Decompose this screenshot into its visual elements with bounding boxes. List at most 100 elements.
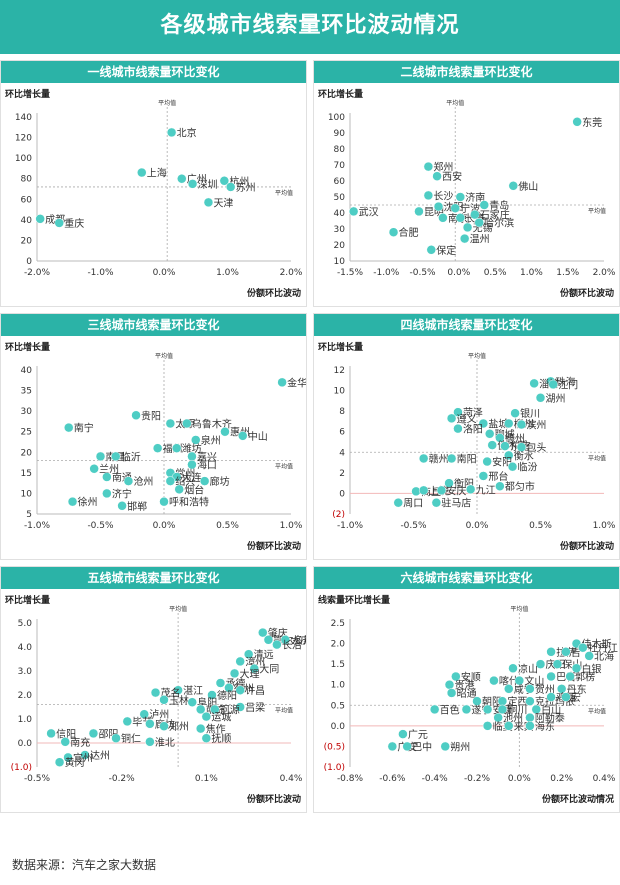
- avg-vertical-label: 平均值: [446, 99, 464, 107]
- data-point: [433, 201, 444, 212]
- data-label: 漳州: [245, 655, 265, 668]
- data-point: [195, 704, 206, 715]
- data-point: [571, 663, 582, 674]
- data-point: [450, 203, 460, 213]
- data-label: 济南: [465, 191, 485, 204]
- data-label: 邢台: [488, 470, 508, 483]
- x-axis-title: 份额环比波动: [247, 287, 301, 299]
- data-point: [122, 716, 133, 727]
- data-point: [487, 440, 497, 450]
- data-point: [423, 161, 434, 172]
- y-tick-label: 5.0: [18, 619, 33, 629]
- data-point: [225, 182, 236, 192]
- x-tick-label: -0.8%: [337, 774, 364, 784]
- data-label: 吕梁: [245, 701, 265, 714]
- data-label: 兰州: [99, 463, 119, 476]
- data-point: [393, 497, 404, 508]
- data-point: [484, 429, 495, 439]
- y-axis-title: 环比增长量: [5, 88, 50, 100]
- y-tick-label: 2: [339, 469, 345, 479]
- data-label: 信阳: [56, 728, 76, 740]
- data-point: [102, 488, 112, 499]
- data-point: [478, 471, 489, 481]
- data-label: 邯郸: [127, 500, 147, 513]
- data-label: 赣州: [429, 452, 449, 465]
- data-point: [159, 496, 169, 507]
- data-point: [203, 197, 214, 208]
- data-label: 石家庄: [480, 209, 510, 222]
- data-point: [171, 443, 182, 453]
- data-label: 南充: [70, 736, 90, 749]
- x-tick-label: 0.4%: [280, 774, 303, 784]
- y-tick-label: 40: [21, 216, 33, 226]
- data-label: 洛阳: [463, 423, 483, 436]
- x-tick-label: 0.5%: [529, 521, 552, 531]
- data-label: 都匀市: [505, 480, 535, 493]
- data-label: 达州: [90, 750, 110, 762]
- x-tick-label: 0.2%: [550, 774, 573, 784]
- data-point: [461, 704, 472, 715]
- x-tick-label: 0.5%: [484, 268, 507, 278]
- data-label: 佳木斯: [581, 638, 611, 651]
- data-point: [177, 173, 187, 184]
- data-point: [277, 377, 287, 388]
- data-label: 深圳: [198, 179, 218, 191]
- data-point: [561, 647, 571, 657]
- data-point: [152, 443, 163, 453]
- data-label: 廊坊: [210, 475, 230, 488]
- data-point: [504, 684, 514, 694]
- y-tick-label: 1.0: [18, 715, 33, 725]
- y-tick-label: 0.0: [18, 739, 33, 749]
- y-tick-label: 1.0: [331, 681, 346, 691]
- y-tick-label: 20: [21, 236, 33, 246]
- data-label: 烟台: [184, 483, 204, 496]
- y-tick-label: 12: [334, 366, 345, 376]
- y-tick-label: 2.5: [331, 619, 345, 629]
- data-label: 铜川: [507, 704, 527, 716]
- data-point: [507, 461, 518, 472]
- data-point: [535, 659, 546, 669]
- data-label: 潍坊: [182, 442, 202, 455]
- x-tick-label: -1.0%: [373, 268, 400, 278]
- data-label: 珠海: [556, 375, 576, 388]
- data-point: [224, 683, 234, 693]
- data-point: [174, 484, 184, 495]
- data-label: 德州: [505, 432, 525, 445]
- data-label: 重庆: [64, 217, 84, 230]
- data-point: [418, 453, 429, 464]
- data-point: [546, 692, 556, 702]
- data-point: [444, 478, 454, 488]
- data-point: [46, 728, 56, 739]
- data-point: [429, 704, 440, 715]
- avg-horizontal-label: 平均值: [588, 454, 606, 462]
- data-point: [497, 696, 508, 706]
- data-point: [500, 441, 510, 451]
- y-tick-label: 4: [339, 448, 345, 458]
- data-point: [348, 206, 359, 217]
- y-tick-label: 100: [15, 154, 32, 164]
- data-point: [89, 463, 99, 474]
- data-point: [572, 117, 582, 127]
- data-point: [438, 213, 448, 223]
- y-tick-label: 40: [334, 209, 346, 219]
- x-tick-label: 0.4%: [593, 774, 616, 784]
- data-label: 百色: [440, 703, 460, 716]
- x-tick-label: -0.5%: [24, 774, 51, 784]
- data-point: [510, 408, 520, 418]
- data-point: [165, 418, 176, 429]
- data-label: 定西: [507, 695, 527, 708]
- x-tick-label: 1.0%: [593, 521, 616, 531]
- y-tick-label: 10: [334, 387, 346, 397]
- x-tick-label: 0.5%: [216, 521, 239, 531]
- data-point: [440, 741, 450, 752]
- data-point: [495, 481, 505, 491]
- data-point: [117, 501, 127, 511]
- y-tick-label: 80: [334, 145, 346, 155]
- data-point: [159, 721, 169, 731]
- data-point: [525, 696, 535, 706]
- data-label: 丹东: [567, 683, 587, 696]
